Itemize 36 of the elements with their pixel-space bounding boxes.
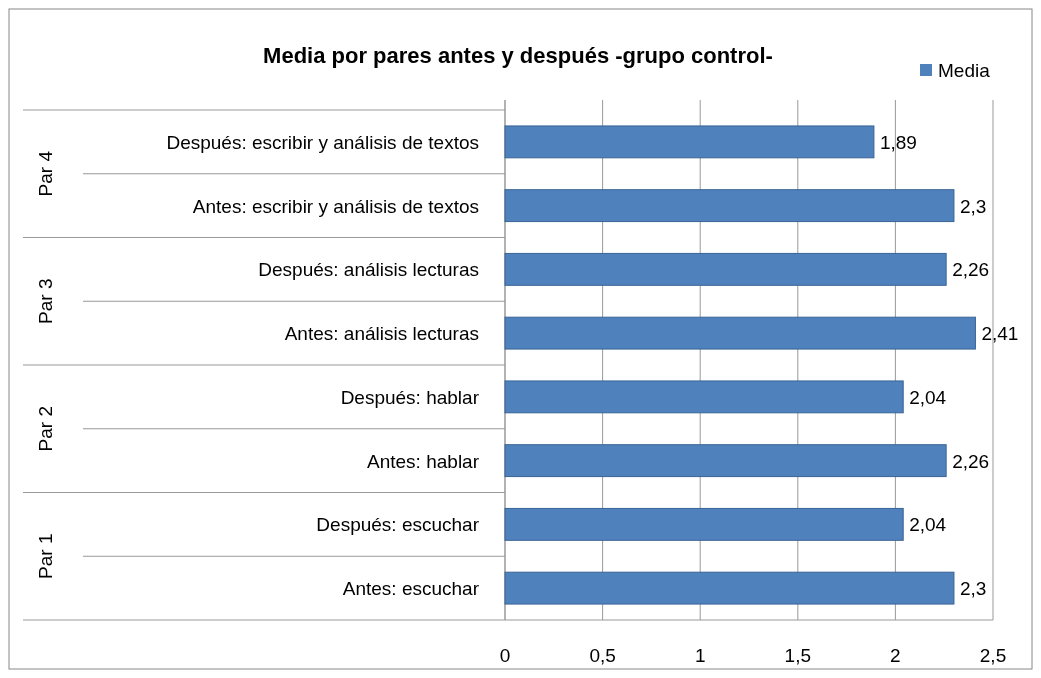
data-label: 2,3	[959, 195, 987, 217]
x-tick-label: 1,5	[784, 645, 812, 666]
bar	[504, 189, 955, 223]
y-tick-label: Después: escuchar	[316, 514, 480, 536]
data-label: 1,89	[879, 131, 917, 153]
chart-title: Media por pares antes y después -grupo control-	[263, 43, 773, 68]
text: Par 4	[35, 150, 56, 197]
x-tick-label: 2,5	[979, 645, 1007, 666]
text: Par 3	[35, 278, 56, 324]
x-tick-label: 1	[694, 645, 706, 666]
bar	[504, 571, 955, 605]
text: Par 2	[35, 406, 56, 452]
data-label: 2,41	[981, 323, 1019, 345]
text: Par 1	[35, 533, 56, 579]
y-tick-label: Antes: análisis lecturas	[284, 323, 479, 345]
y-tick-label: Antes: escuchar	[342, 578, 480, 600]
data-label: 2,26	[952, 259, 990, 281]
data-label: 2,04	[909, 514, 947, 536]
bar	[504, 316, 976, 350]
bar	[504, 444, 947, 478]
legend-label: Media	[938, 60, 991, 81]
bar	[504, 252, 947, 286]
y-tick-label: Después: hablar	[340, 386, 480, 408]
x-tick-label: 2	[890, 645, 901, 666]
x-tick-label: 0	[499, 645, 511, 666]
data-label: 2,3	[959, 578, 987, 600]
bar	[504, 125, 875, 159]
x-tick-label: 0,5	[589, 645, 616, 666]
bar	[504, 507, 904, 541]
data-label: 2,26	[952, 450, 990, 472]
bar	[504, 380, 904, 414]
data-label: 2,04	[909, 386, 947, 408]
y-tick-label: Después: escribir y análisis de textos	[166, 131, 479, 153]
y-tick-label: Antes: hablar	[367, 450, 480, 472]
y-tick-label: Después: análisis lecturas	[258, 259, 479, 281]
y-tick-label: Antes: escribir y análisis de textos	[192, 195, 479, 217]
